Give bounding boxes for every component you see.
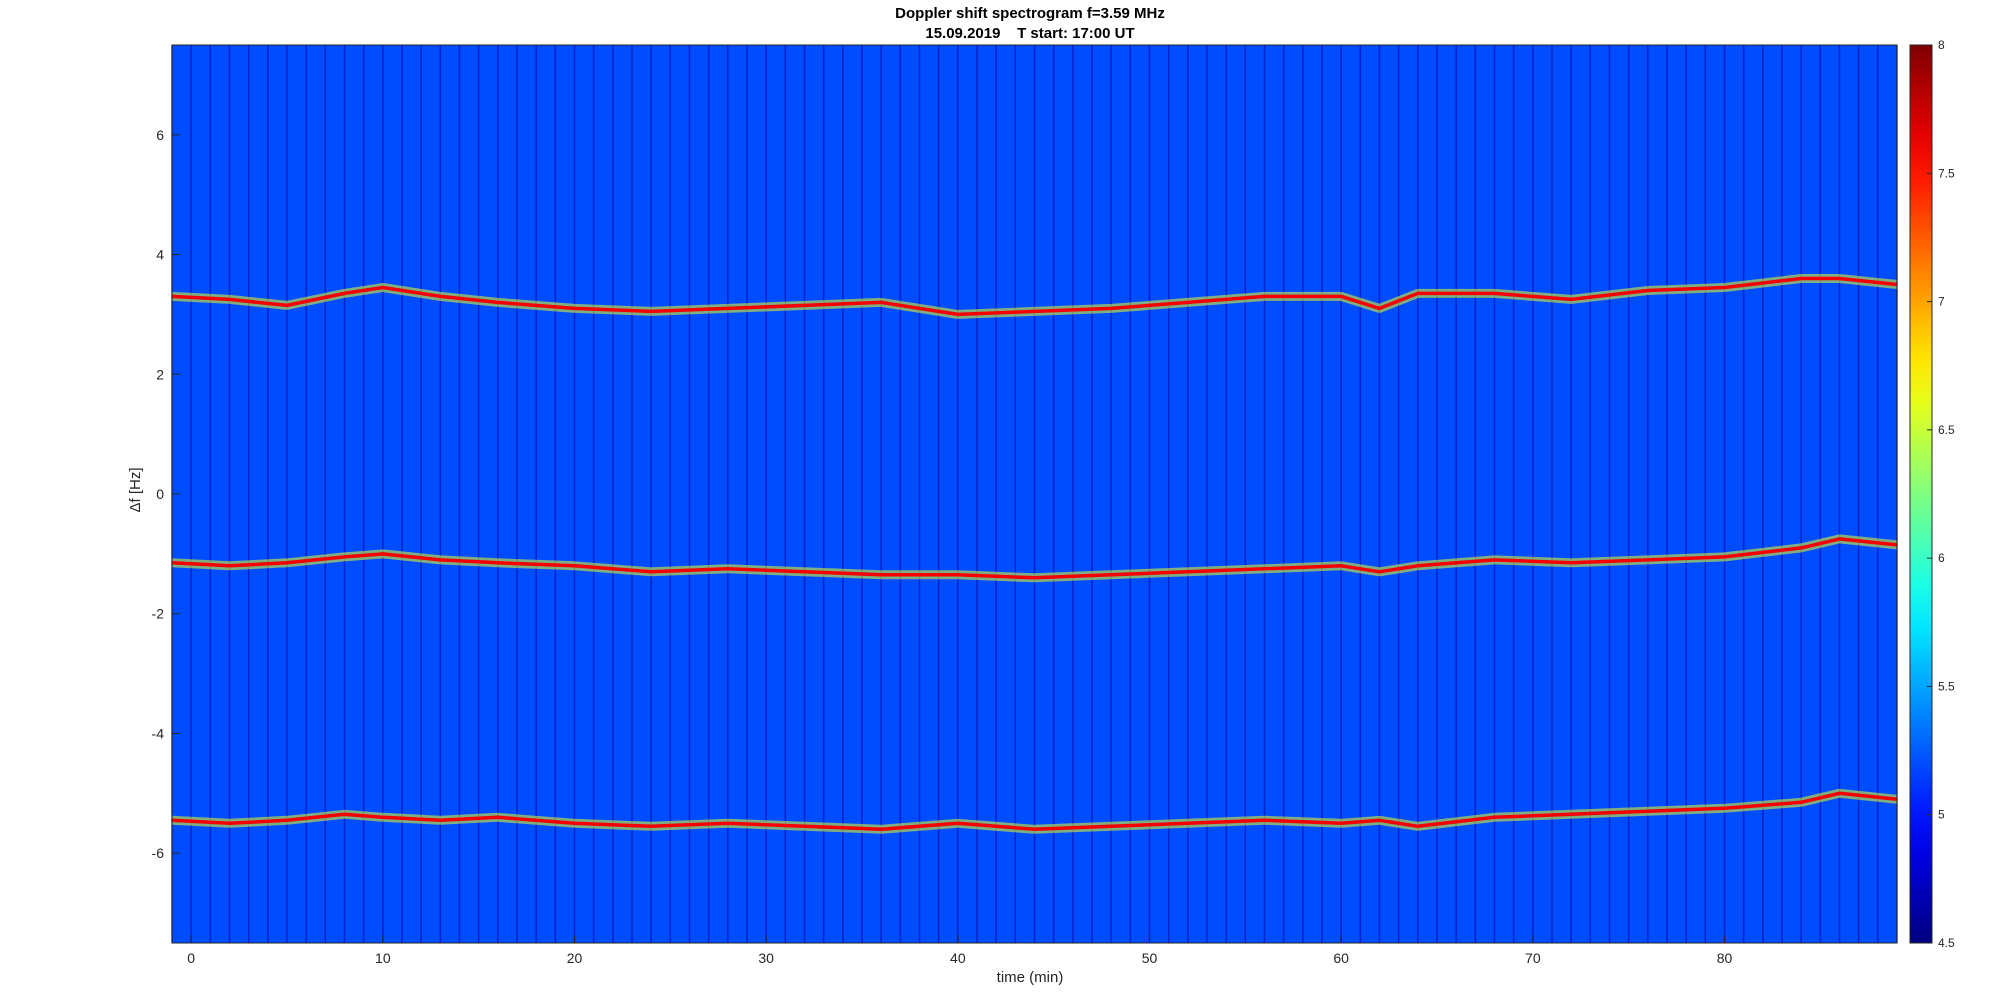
x-tick-label: 20 [567, 950, 583, 966]
x-tick-label: 0 [187, 950, 195, 966]
x-tick-label: 30 [758, 950, 774, 966]
x-axis-label: time (min) [997, 969, 1064, 986]
doppler-trace [171, 537, 1898, 580]
chart-subtitle: 15.09.2019 T start: 17:00 UT [925, 25, 1134, 42]
plot-area [171, 44, 1898, 944]
y-tick-label: 2 [156, 366, 164, 382]
y-tick-label: -4 [152, 725, 165, 741]
colorbar-tick-label: 5 [1938, 808, 1945, 822]
y-axis: -6 -4 -2 0 2 4 6 [152, 127, 180, 861]
y-tick-label: 4 [156, 247, 164, 263]
y-tick-label: 6 [156, 127, 164, 143]
x-tick-label: 70 [1525, 950, 1541, 966]
doppler-trace [171, 276, 1898, 317]
y-tick-label: -6 [152, 845, 165, 861]
colorbar-ticks: 4.5 5 5.5 6 6.5 7 7.5 8 [1927, 38, 1955, 950]
colorbar: 4.5 5 5.5 6 6.5 7 7.5 8 [1909, 38, 1955, 950]
x-axis: 0 10 20 30 40 50 60 70 80 [187, 935, 1732, 966]
colorbar-gradient [1909, 44, 1933, 944]
colorbar-tick-label: 8 [1938, 38, 1945, 52]
colorbar-tick-label: 4.5 [1938, 936, 1955, 950]
colorbar-tick-label: 7.5 [1938, 166, 1955, 180]
x-tick-label: 10 [375, 950, 391, 966]
colorbar-tick-label: 7 [1938, 295, 1945, 309]
x-tick-label: 50 [1142, 950, 1158, 966]
time-segment-lines [171, 45, 1898, 943]
chart-title: Doppler shift spectrogram f=3.59 MHz [895, 5, 1165, 22]
colorbar-tick-label: 5.5 [1938, 679, 1955, 693]
doppler-traces [171, 274, 1898, 834]
x-tick-label: 60 [1333, 950, 1349, 966]
y-tick-label: 0 [156, 486, 164, 502]
doppler-trace [171, 791, 1898, 832]
y-axis-label: Δf [Hz] [127, 467, 144, 512]
y-tick-label: -2 [152, 606, 165, 622]
colorbar-tick-label: 6.5 [1938, 423, 1955, 437]
x-tick-label: 40 [950, 950, 966, 966]
x-tick-label: 80 [1717, 950, 1733, 966]
colorbar-tick-label: 6 [1938, 551, 1945, 565]
